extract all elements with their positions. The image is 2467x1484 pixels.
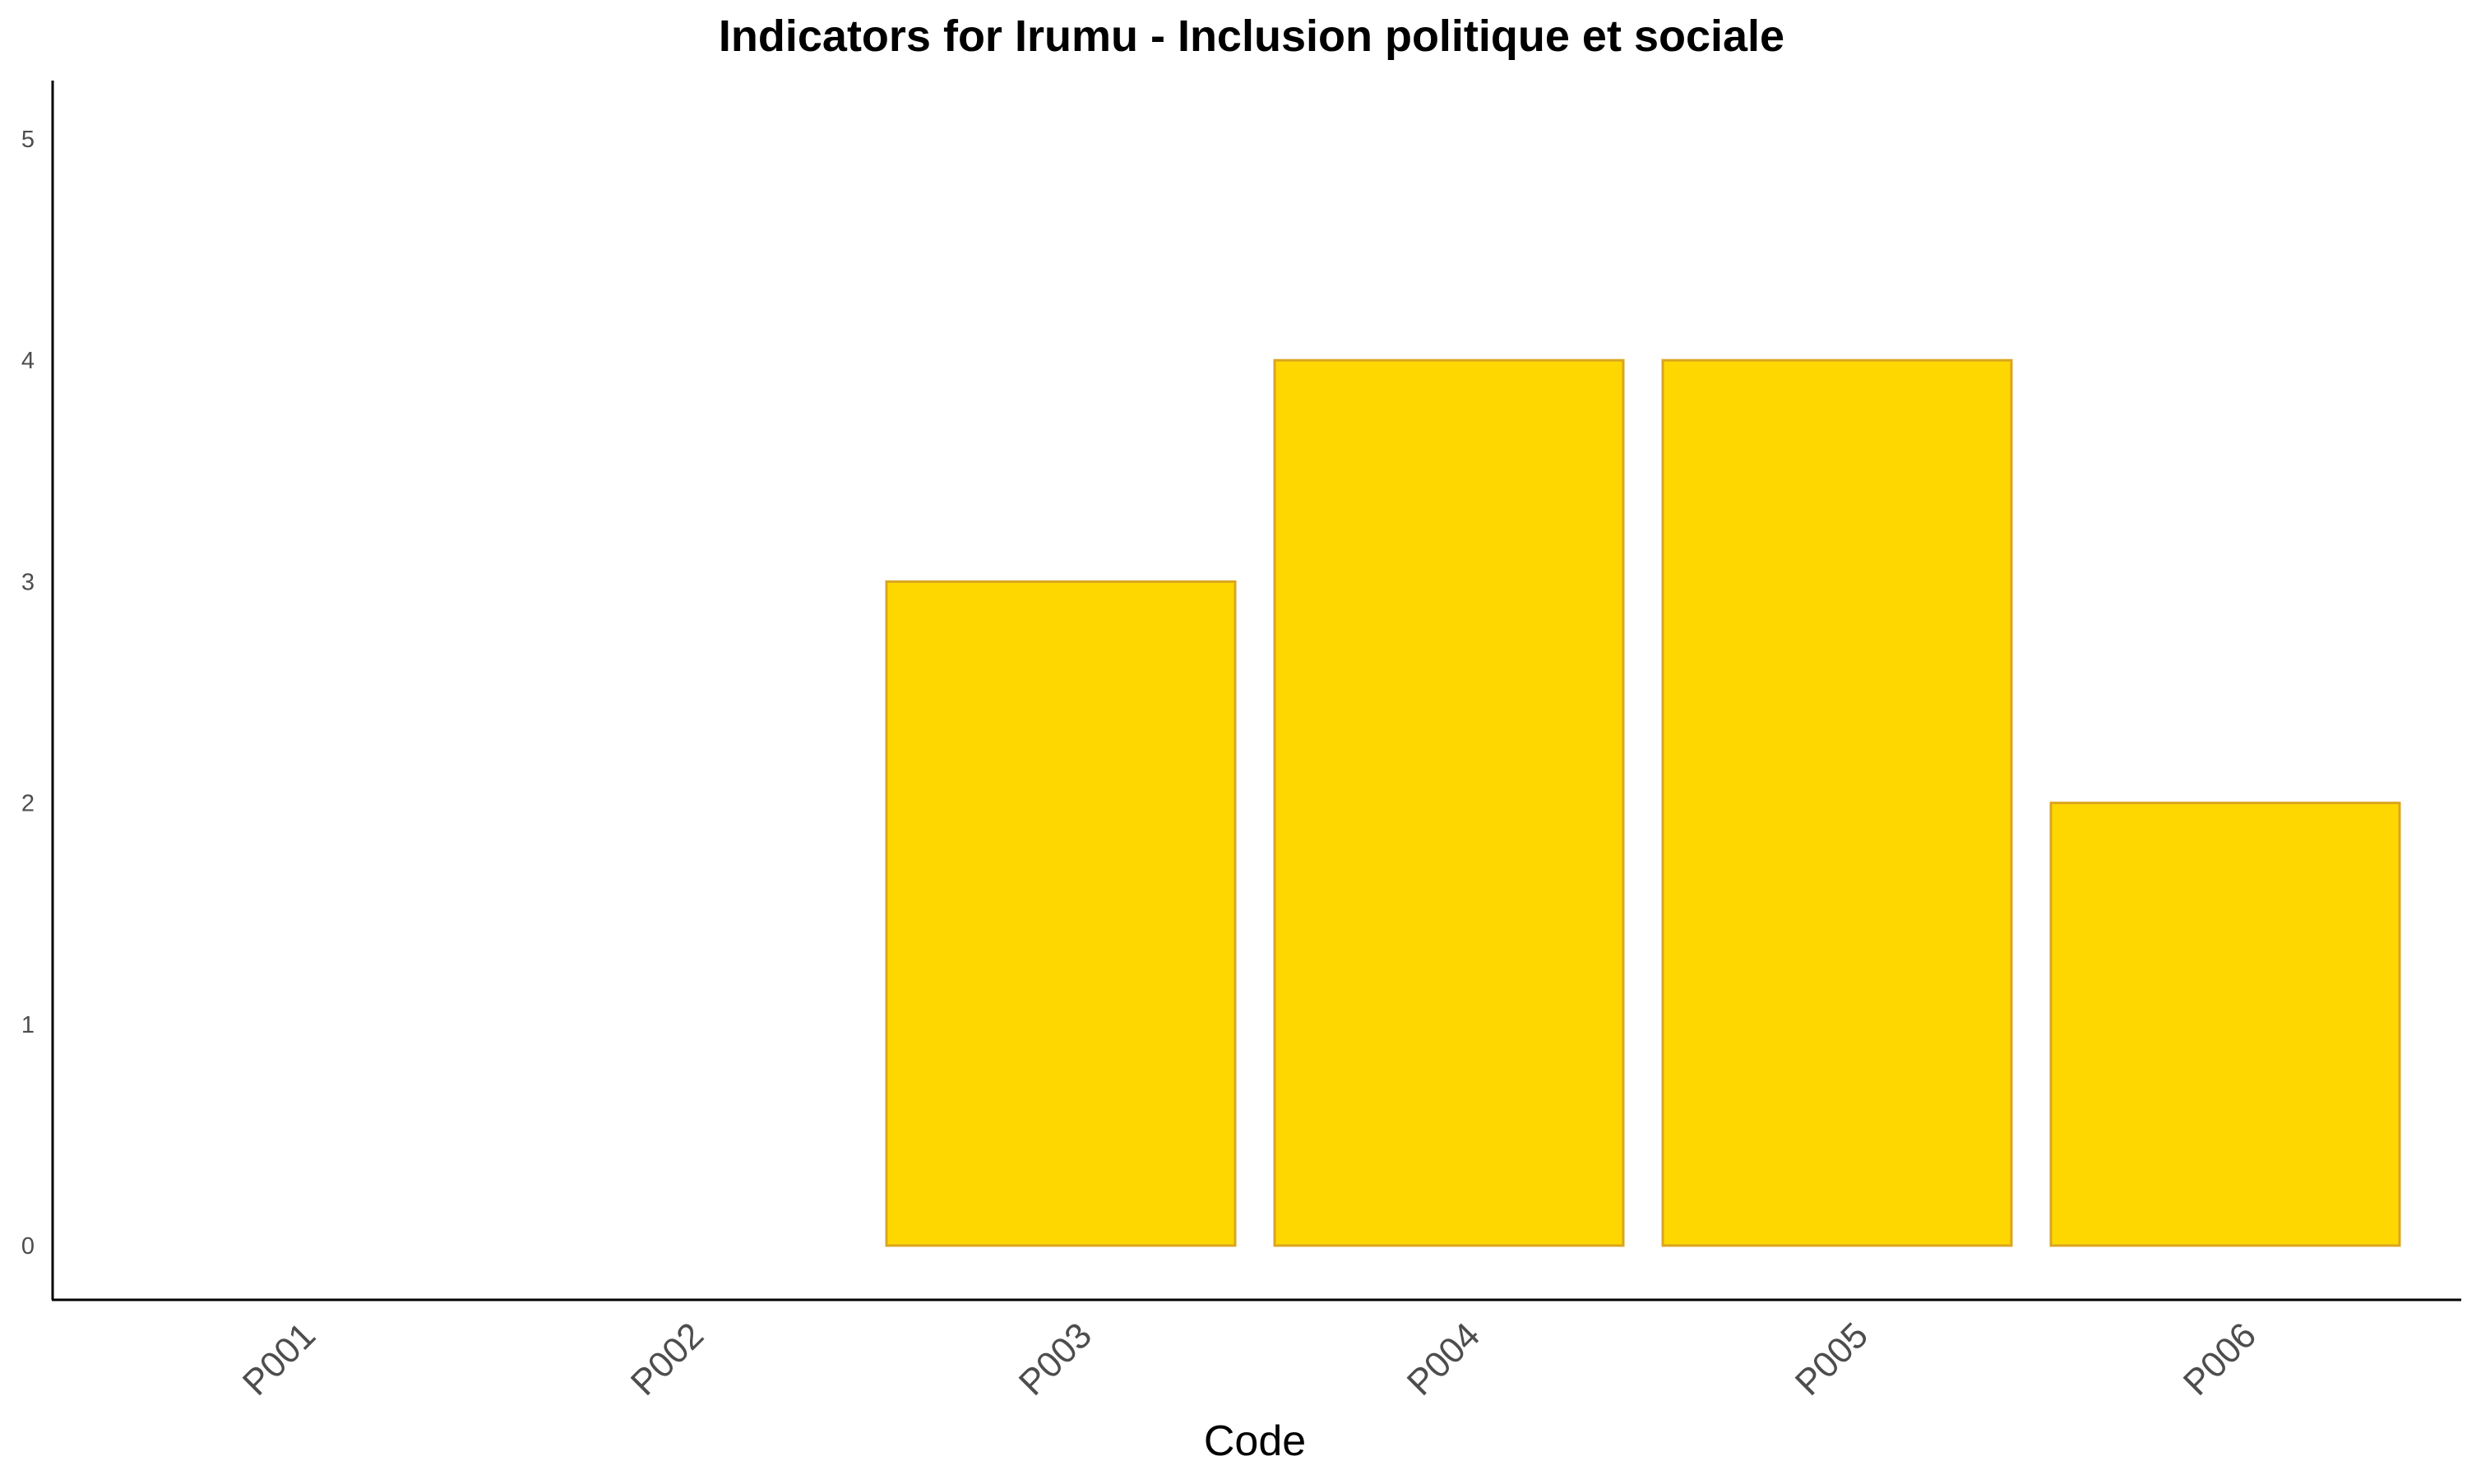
- bar-P006: [2049, 802, 2401, 1247]
- y-tick-label: 2: [21, 791, 35, 817]
- bar-P003: [885, 580, 1237, 1247]
- y-axis-ticks: 0 1 2 3 4 5: [21, 127, 35, 1260]
- bar-series: [885, 358, 2401, 1247]
- x-axis-ticks: P001 P002 P003 P004 P005 P006: [235, 1315, 2264, 1403]
- x-tick-label: P002: [623, 1315, 711, 1403]
- y-tick-label: 3: [21, 569, 35, 595]
- x-tick-label: P004: [1400, 1315, 1488, 1403]
- chart-title: Indicators for Irumu - Inclusion politiq…: [719, 12, 1784, 61]
- x-tick-label: P003: [1011, 1315, 1099, 1403]
- bar-P005: [1661, 358, 2013, 1247]
- x-axis-title: Code: [1204, 1417, 1306, 1465]
- x-tick-label: P005: [1788, 1315, 1876, 1403]
- y-tick-label: 0: [21, 1233, 35, 1260]
- y-tick-label: 4: [21, 348, 35, 374]
- x-tick-label: P006: [2176, 1315, 2264, 1403]
- x-tick-label: P001: [235, 1315, 323, 1403]
- y-tick-label: 1: [21, 1012, 35, 1038]
- bar-P004: [1273, 358, 1625, 1247]
- y-tick-label: 5: [21, 127, 35, 153]
